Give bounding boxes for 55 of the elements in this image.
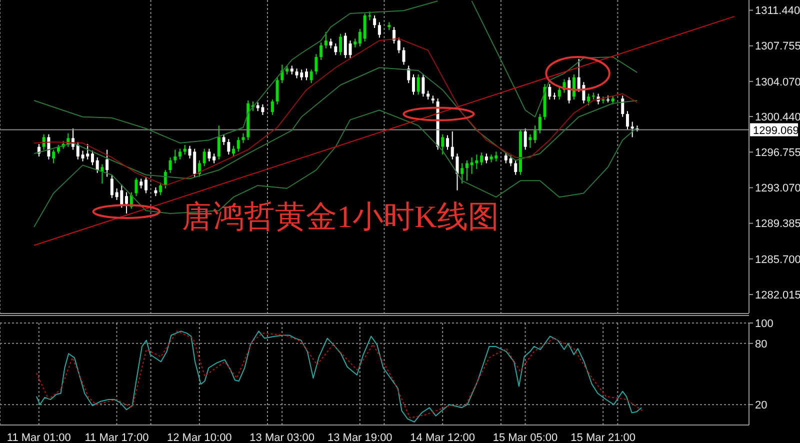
candlestick <box>52 149 56 164</box>
candlestick <box>227 138 230 156</box>
candlestick <box>324 31 328 49</box>
x-tick-label: 11 Mar 01:00 <box>6 432 71 443</box>
x-tick-label: 14 Mar 12:00 <box>410 432 476 443</box>
candlestick <box>450 130 454 160</box>
candlestick <box>456 153 459 191</box>
y-tick-label: 100 <box>755 318 774 330</box>
candlestick <box>178 148 182 160</box>
candlestick <box>339 33 342 56</box>
candlestick <box>416 74 420 96</box>
candlestick <box>480 152 484 166</box>
candlestick <box>568 76 571 104</box>
y-tick-label: 1311.440 <box>755 5 800 18</box>
candlestick <box>320 42 323 60</box>
candlestick <box>106 149 109 178</box>
candlestick <box>446 134 450 150</box>
candlestick <box>344 32 347 58</box>
candlestick <box>304 68 308 81</box>
x-tick-label: 13 Mar 19:00 <box>327 432 392 443</box>
candlestick <box>441 134 444 156</box>
candlestick <box>422 74 425 98</box>
candlestick <box>465 160 468 182</box>
candlestick <box>168 156 172 174</box>
x-tick-label: 13 Mar 03:00 <box>250 432 315 443</box>
candlestick <box>76 142 80 160</box>
candlestick <box>208 148 211 162</box>
candlestick <box>90 150 94 166</box>
candlestick <box>538 113 542 134</box>
candlestick <box>329 38 332 49</box>
x-tick-label: 12 Mar 10:00 <box>166 432 232 443</box>
text: 唐鸿哲黄金1小时K线图 <box>182 198 499 236</box>
candlestick <box>460 162 464 184</box>
candlestick <box>42 134 46 150</box>
candlestick <box>222 134 226 146</box>
candlestick <box>232 145 236 157</box>
candlestick <box>314 54 318 75</box>
ref-line-label: 1299.069 <box>753 124 799 137</box>
candlestick <box>202 148 206 167</box>
candlestick <box>310 69 313 84</box>
candlestick <box>334 42 338 56</box>
candlestick <box>548 84 552 100</box>
candlestick <box>212 153 216 164</box>
candlestick <box>558 86 561 100</box>
x-tick-label: 15 Mar 21:00 <box>570 432 636 443</box>
candlestick <box>217 125 220 160</box>
y-tick-label: 20 <box>755 400 768 412</box>
candlestick <box>174 149 177 164</box>
candlestick <box>412 74 415 96</box>
candlestick <box>348 40 352 58</box>
x-tick-label: 15 Mar 05:00 <box>492 432 558 443</box>
candlestick <box>587 93 590 106</box>
y-tick-label: 80 <box>755 338 768 350</box>
candlestick <box>96 156 99 174</box>
x-tick-label: 11 Mar 17:00 <box>84 432 149 443</box>
